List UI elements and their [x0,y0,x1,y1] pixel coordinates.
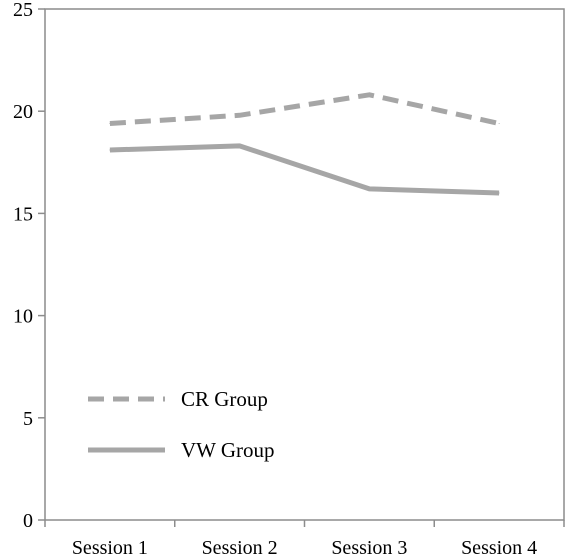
data-point [239,145,241,147]
data-point [109,122,111,124]
data-point [109,149,111,151]
plot-border [44,8,565,521]
x-tick-label: Session 3 [331,537,407,556]
y-tick-label: 25 [13,0,33,21]
data-point [368,94,370,96]
plot-frame [44,8,565,521]
series-line-2 [109,143,500,196]
x-tick-label: Session 1 [72,537,148,556]
legend-label: CR Group [181,387,268,411]
legend-label: VW Group [181,438,275,462]
x-tick-label: Session 4 [461,537,537,556]
y-tick-label: 20 [13,101,33,123]
series-line-1 [109,92,500,126]
y-axis: 0 5 10 15 20 25 [13,0,45,532]
data-point [498,122,500,124]
data-point [239,114,241,116]
x-tick-label: Session 2 [202,537,278,556]
series-group [109,92,500,196]
x-axis: Session 1 Session 2 Session 3 Session 4 [44,520,565,556]
data-point [498,192,500,194]
y-tick-label: 10 [13,306,33,328]
y-tick-label: 0 [23,510,33,532]
y-tick-label: 5 [23,408,33,430]
y-tick-label: 15 [13,203,33,225]
legend: CR Group VW Group [88,387,275,462]
data-point [368,188,370,190]
